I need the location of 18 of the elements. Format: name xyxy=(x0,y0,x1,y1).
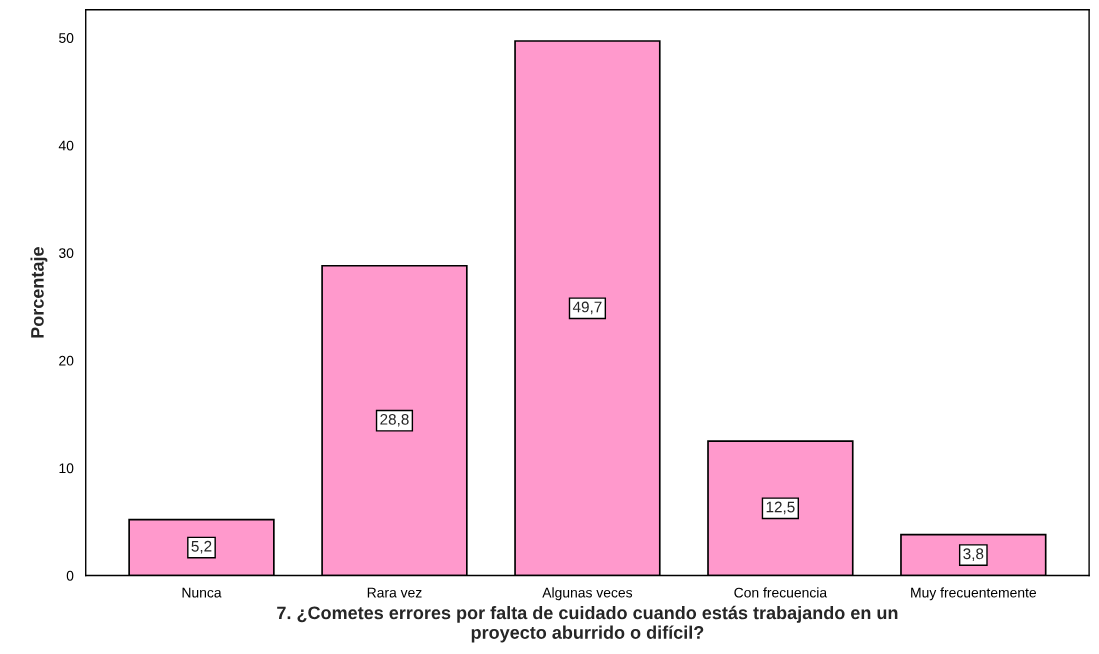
data-label: 12,5 xyxy=(766,501,795,515)
x-tick-label: Con frecuencia xyxy=(734,587,828,598)
data-label: 28,8 xyxy=(380,413,409,427)
x-tick-label: Nunca xyxy=(182,587,222,598)
x-tick-label: Muy frecuentemente xyxy=(911,587,1037,601)
y-axis-title: Porcentaje xyxy=(30,247,48,338)
y-tick-label: 30 xyxy=(59,248,74,259)
x-axis-title: 7. ¿Cometes errores por falta de cuidado cuando estás trabajando en un proyecto aburrido o difícil? xyxy=(277,605,898,643)
y-tick-label: 40 xyxy=(58,140,74,151)
y-tick-label: 0 xyxy=(66,570,74,581)
y-tick-label: 50 xyxy=(59,33,74,43)
data-label: 5,2 xyxy=(191,540,212,554)
y-tick-label: 10 xyxy=(59,463,74,474)
data-label: 3,8 xyxy=(963,548,984,561)
x-tick-label: Rara vez xyxy=(367,587,422,598)
y-tick-label: 20 xyxy=(59,355,74,366)
data-label: 49,7 xyxy=(572,301,602,315)
x-tick-label: Algunas veces xyxy=(542,587,633,601)
